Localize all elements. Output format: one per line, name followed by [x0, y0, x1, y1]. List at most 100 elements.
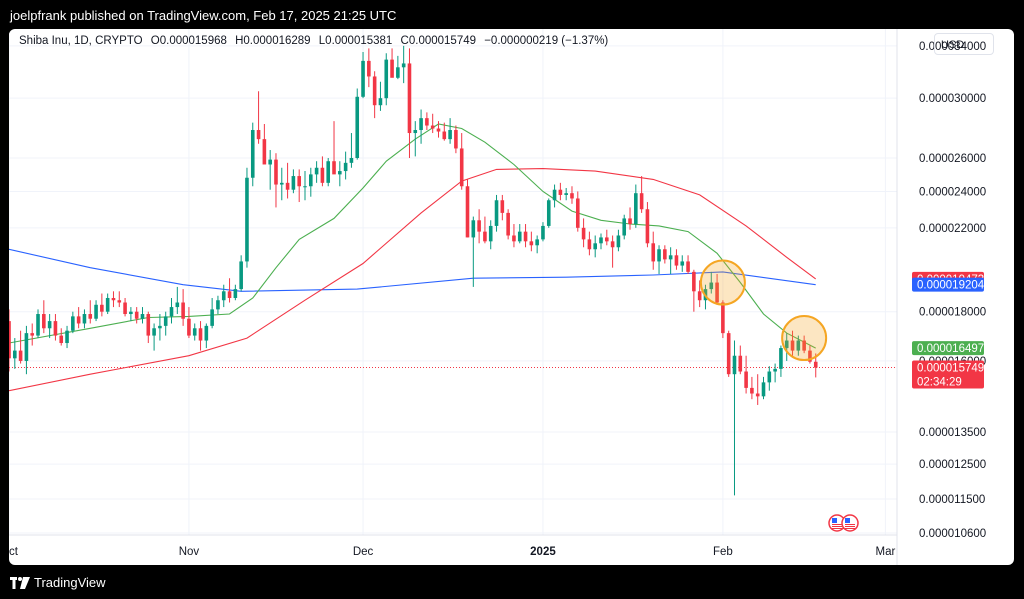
- candle-body: [82, 314, 87, 324]
- flag-stripe: [845, 526, 855, 527]
- candle-up: [494, 194, 499, 232]
- candle-down: [425, 112, 429, 131]
- candle-body: [761, 382, 766, 397]
- candle-up: [355, 88, 360, 160]
- candle-body: [779, 348, 783, 369]
- price-tick-label: 0.000013500: [919, 427, 986, 439]
- candle-down: [686, 255, 690, 274]
- candle-body: [448, 130, 452, 140]
- price-label-text: 0.000015749: [917, 363, 984, 375]
- candle-down: [262, 124, 267, 165]
- candle-up: [796, 335, 801, 356]
- candle-body: [570, 193, 574, 199]
- candle-body: [94, 304, 98, 319]
- candle-body: [129, 311, 133, 315]
- candle-up: [268, 150, 272, 190]
- candle-up: [680, 255, 685, 272]
- candle-down: [285, 162, 290, 199]
- us-flag-icon: [828, 514, 859, 532]
- candle-body: [227, 291, 232, 298]
- candle-body: [697, 291, 702, 301]
- candle-down: [9, 309, 11, 372]
- price-label-box: [912, 341, 984, 356]
- candle-up: [634, 184, 638, 228]
- time-tick-label: 2025: [530, 546, 556, 558]
- candle-down: [18, 330, 23, 364]
- candle-body: [645, 209, 650, 244]
- candle-up: [245, 167, 249, 268]
- chart-panel[interactable]: Shiba Inu, 1D, CRYPTO O0.000015968 H0.00…: [9, 29, 1014, 565]
- candle-body: [303, 186, 307, 188]
- candle-down: [697, 280, 702, 308]
- candle-up: [361, 52, 365, 99]
- countdown-text: 02:34:29: [917, 377, 962, 389]
- candle-down: [500, 194, 505, 221]
- price-tick-label: 0.000011500: [919, 494, 985, 506]
- candle-up: [773, 363, 777, 383]
- candle-body: [384, 59, 389, 99]
- candle-body: [105, 297, 110, 312]
- candle-down: [181, 289, 185, 326]
- candle-body: [146, 314, 151, 336]
- candle-body: [668, 255, 673, 260]
- candle-up: [384, 53, 389, 106]
- currency-button[interactable]: USD: [934, 33, 994, 55]
- candle-down: [523, 224, 528, 248]
- symbol-label[interactable]: Shiba Inu, 1D, CRYPTO: [19, 35, 143, 47]
- candle-body: [59, 335, 64, 344]
- candle-body: [343, 162, 348, 172]
- candle-up: [13, 338, 17, 369]
- price-tick-label: 0.000030000: [919, 93, 986, 105]
- candle-body: [512, 235, 516, 242]
- candle-body: [813, 361, 818, 368]
- candle-down: [42, 300, 46, 334]
- candle-up: [535, 235, 539, 254]
- ma-red-line: [9, 168, 817, 392]
- price-label-text: 0.000019204: [917, 280, 985, 292]
- candlestick-chart[interactable]: 0.000034000 0.000030000 0.000026000 0.00002…: [9, 29, 1014, 565]
- candle-up: [309, 167, 313, 197]
- candle-up: [169, 297, 174, 324]
- candle-body: [163, 316, 168, 326]
- candle-body: [355, 96, 360, 158]
- candles: [9, 45, 818, 496]
- candle-body: [256, 130, 261, 140]
- candle-body: [564, 193, 568, 195]
- candle-body: [726, 333, 731, 375]
- price-label: 0.000015749 02:34:29: [912, 360, 984, 389]
- candle-down: [332, 121, 336, 175]
- candle-up: [152, 323, 156, 351]
- candle-body: [488, 225, 493, 242]
- change-value: −0.000000219 (−1.37%): [484, 35, 609, 47]
- candle-body: [42, 314, 46, 329]
- candle-body: [390, 59, 394, 78]
- time-tick-label: Dec: [353, 546, 374, 558]
- candle-body: [30, 333, 35, 336]
- candle-down: [802, 335, 806, 354]
- candle-body: [396, 67, 400, 78]
- grid-lines: [9, 29, 898, 565]
- candle-body: [413, 130, 418, 134]
- candle-up: [163, 311, 168, 336]
- candle-body: [419, 118, 423, 131]
- candle-body: [651, 243, 656, 262]
- candle-body: [158, 325, 162, 329]
- candle-body: [372, 76, 377, 106]
- candle-body: [187, 318, 191, 336]
- candle-body: [285, 182, 290, 190]
- candle-up: [105, 293, 110, 315]
- candle-down: [88, 300, 93, 324]
- candle-down: [459, 133, 464, 190]
- candle-body: [291, 176, 296, 190]
- candle-up: [471, 216, 476, 287]
- candle-body: [71, 316, 75, 331]
- price-tick-label: 0.000022000: [919, 223, 986, 235]
- candle-down: [111, 291, 116, 308]
- candle-body: [18, 350, 23, 361]
- candle-down: [575, 191, 580, 232]
- candle-body: [332, 161, 336, 175]
- candle-down: [100, 293, 104, 317]
- candle-body: [454, 130, 458, 149]
- candle-up: [24, 325, 29, 375]
- candle-up: [349, 133, 354, 168]
